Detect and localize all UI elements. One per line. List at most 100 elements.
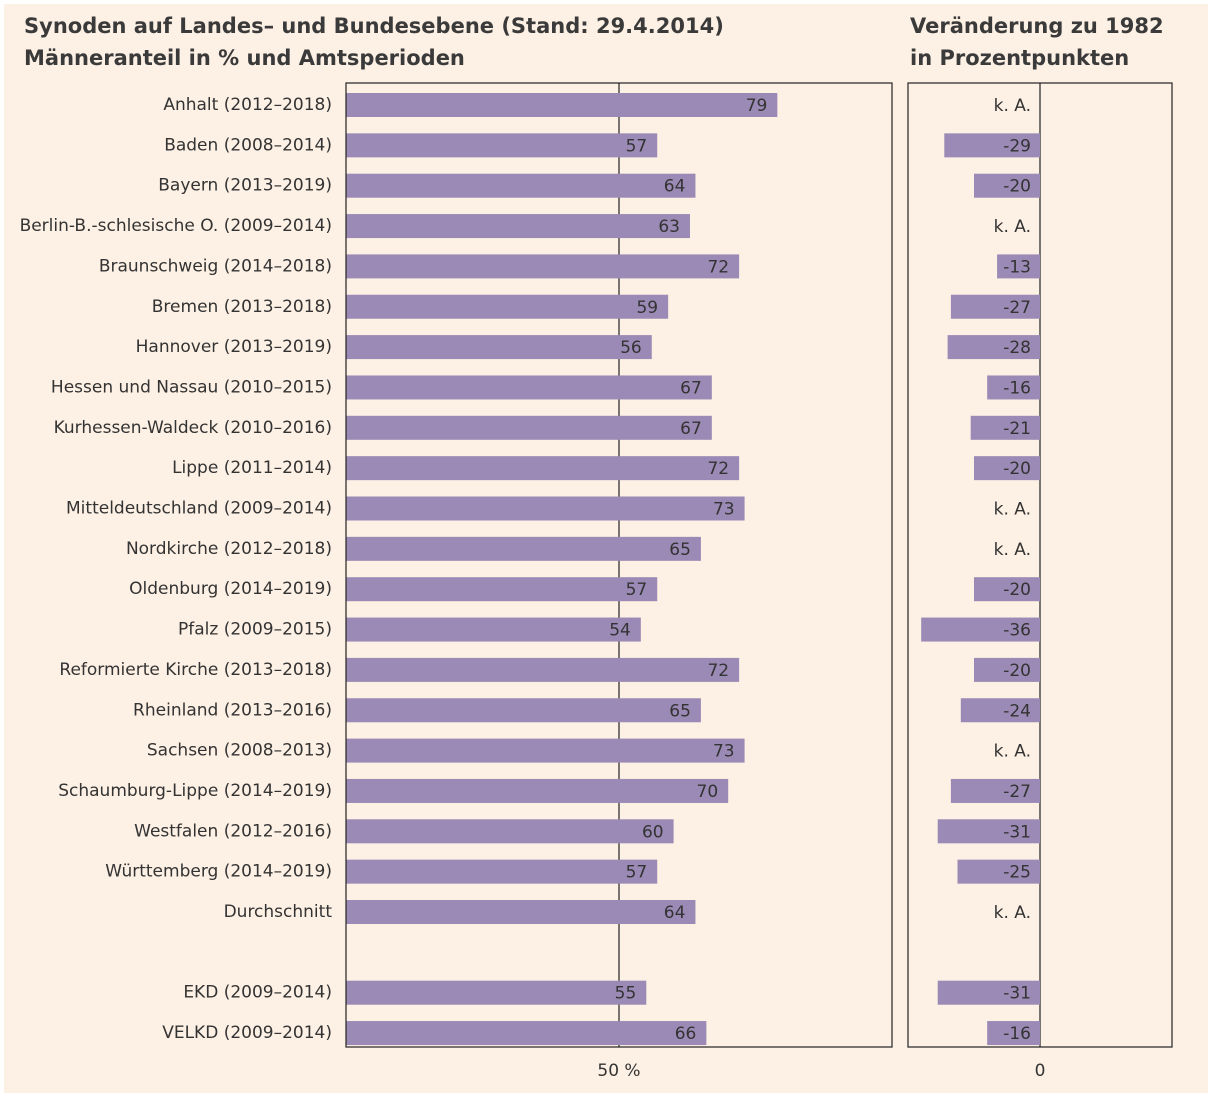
bar	[346, 173, 696, 198]
bar	[947, 335, 1040, 360]
y-tick-label: Mitteldeutschland (2009–2014)	[66, 499, 332, 519]
value-label: 57	[626, 580, 648, 600]
y-tick-label: Württemberg (2014–2019)	[105, 862, 332, 882]
y-tick-label: Lippe (2011–2014)	[172, 458, 332, 478]
value-label: -29	[1003, 136, 1031, 156]
bar	[346, 980, 647, 1005]
y-tick-label: EKD (2009–2014)	[183, 983, 332, 1003]
value-label: -27	[1003, 782, 1031, 802]
y-tick-label: VELKD (2009–2014)	[162, 1023, 332, 1043]
y-tick-label: Sachsen (2008–2013)	[147, 741, 332, 761]
value-label: 67	[680, 419, 702, 439]
bar	[987, 1021, 1040, 1046]
bar	[346, 456, 740, 481]
bar	[346, 617, 641, 642]
bar	[960, 698, 1040, 723]
value-label: -20	[1003, 459, 1031, 479]
y-tick-label: Nordkirche (2012–2018)	[126, 539, 332, 559]
value-label: k. A.	[994, 500, 1031, 520]
value-label: 67	[680, 378, 702, 398]
value-label: 72	[707, 257, 729, 277]
bar	[346, 536, 701, 561]
bar	[950, 294, 1040, 319]
chart-title: Veränderung zu 1982	[910, 14, 1164, 38]
bar	[346, 657, 740, 682]
bar	[346, 415, 712, 440]
value-label: -13	[1003, 257, 1031, 277]
bar	[346, 900, 696, 924]
value-label: -20	[1003, 177, 1031, 197]
bar	[937, 819, 1040, 844]
value-label: -28	[1003, 338, 1031, 358]
bar	[346, 698, 701, 723]
value-label: 65	[669, 701, 691, 721]
bar	[937, 980, 1040, 1005]
chart-subtitle: Männeranteil in % und Amtsperioden	[24, 46, 465, 70]
bar	[974, 657, 1040, 682]
bar	[346, 577, 658, 602]
value-label: 65	[669, 540, 691, 560]
bar	[997, 254, 1040, 279]
bar	[346, 214, 690, 239]
value-label: -31	[1003, 984, 1031, 1004]
x-tick-label: 50 %	[597, 1061, 640, 1081]
plot-frame	[907, 82, 1173, 1048]
y-tick-label: Bremen (2013–2018)	[152, 297, 332, 317]
y-tick-label: Baden (2008–2014)	[164, 135, 332, 155]
value-label: -25	[1003, 863, 1031, 883]
y-tick-label: Bayern (2013–2019)	[158, 176, 332, 196]
y-tick-label: Rheinland (2013–2016)	[133, 700, 332, 720]
y-tick-label: Schaumburg-Lippe (2014–2019)	[58, 781, 332, 801]
bar	[346, 375, 712, 400]
y-tick-label: Westfalen (2012–2016)	[134, 821, 332, 841]
y-tick-label: Hessen und Nassau (2010–2015)	[51, 377, 332, 397]
y-tick-label: Reformierte Kirche (2013–2018)	[59, 660, 332, 680]
bar	[346, 1021, 707, 1046]
value-label: k. A.	[994, 742, 1031, 762]
y-tick-label: Durchschnitt	[224, 902, 333, 922]
value-label: 59	[636, 298, 658, 318]
y-tick-label: Oldenburg (2014–2019)	[129, 579, 332, 599]
bar	[970, 415, 1040, 440]
bar	[346, 859, 658, 884]
value-label: 66	[675, 1024, 697, 1044]
value-label: 56	[620, 338, 642, 358]
value-label: 73	[713, 742, 735, 762]
value-label: k. A.	[994, 903, 1031, 923]
bar	[346, 496, 745, 521]
bar	[346, 254, 740, 279]
value-label: -16	[1003, 1024, 1031, 1044]
value-label: 54	[609, 621, 631, 641]
value-label: 63	[658, 217, 680, 237]
y-tick-label: Braunschweig (2014–2018)	[99, 256, 332, 276]
bar	[974, 456, 1040, 481]
value-label: 57	[626, 136, 648, 156]
value-label: 70	[697, 782, 719, 802]
value-label: k. A.	[994, 96, 1031, 116]
bar	[346, 294, 669, 319]
bar	[921, 617, 1040, 642]
value-label: -16	[1003, 378, 1031, 398]
bar	[944, 133, 1040, 158]
value-label: -27	[1003, 298, 1031, 318]
bar	[974, 173, 1040, 198]
y-tick-label: Pfalz (2009–2015)	[178, 620, 332, 640]
value-label: k. A.	[994, 540, 1031, 560]
value-label: 60	[642, 822, 664, 842]
bar	[346, 335, 652, 360]
value-label: -31	[1003, 822, 1031, 842]
bar	[987, 375, 1040, 400]
y-tick-label: Kurhessen-Waldeck (2010–2016)	[54, 418, 332, 438]
value-label: 72	[707, 661, 729, 681]
plot-frame	[345, 82, 893, 1048]
bar	[346, 133, 658, 158]
bar	[957, 859, 1040, 884]
value-label: 79	[746, 96, 768, 116]
y-tick-label: Hannover (2013–2019)	[136, 337, 332, 357]
chart-title: Synoden auf Landes– und Bundesebene (Sta…	[24, 14, 724, 38]
value-label: k. A.	[994, 217, 1031, 237]
bar	[974, 577, 1040, 602]
bar	[346, 819, 674, 844]
y-tick-label: Berlin-B.-schlesische O. (2009–2014)	[20, 216, 332, 236]
bar	[346, 738, 745, 763]
